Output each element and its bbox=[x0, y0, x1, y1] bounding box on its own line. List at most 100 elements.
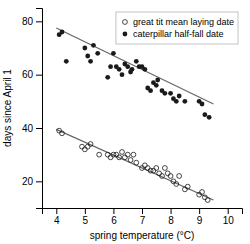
point bbox=[82, 147, 87, 152]
point bbox=[154, 83, 159, 88]
x-tick-mark bbox=[171, 208, 172, 214]
x-tick-label: 8 bbox=[168, 215, 174, 226]
point bbox=[105, 152, 110, 157]
point bbox=[131, 152, 136, 157]
trend-line bbox=[56, 129, 213, 200]
y-tick-mark bbox=[36, 75, 42, 76]
point bbox=[154, 166, 159, 171]
point bbox=[125, 64, 130, 69]
x-tick-label: 6 bbox=[111, 215, 117, 226]
point bbox=[157, 171, 162, 176]
point bbox=[185, 184, 190, 189]
x-tick: 7 bbox=[140, 208, 146, 226]
point bbox=[168, 91, 173, 96]
y-axis: 20 40 60 80 bbox=[22, 9, 43, 209]
point bbox=[197, 192, 202, 197]
x-tick: 9 bbox=[197, 208, 203, 226]
y-tick: 80 bbox=[22, 16, 42, 27]
point bbox=[60, 131, 65, 136]
point bbox=[108, 64, 113, 69]
point bbox=[117, 67, 122, 72]
x-tick-mark bbox=[142, 208, 143, 214]
point bbox=[122, 155, 127, 160]
x-tick-mark bbox=[56, 208, 57, 214]
point bbox=[82, 46, 87, 51]
point bbox=[95, 51, 100, 56]
point bbox=[200, 190, 205, 195]
point bbox=[148, 88, 153, 93]
point bbox=[182, 99, 187, 104]
point bbox=[207, 115, 212, 120]
point bbox=[177, 94, 182, 99]
x-tick-label: 5 bbox=[83, 215, 89, 226]
point bbox=[114, 152, 119, 157]
point bbox=[140, 166, 145, 171]
point bbox=[108, 155, 113, 160]
point bbox=[85, 54, 90, 59]
point bbox=[88, 142, 93, 147]
legend-swatch bbox=[123, 20, 128, 25]
y-tick-mark bbox=[36, 21, 42, 22]
y-tick: 20 bbox=[22, 176, 42, 187]
legend: great tit mean laying date caterpillar ha… bbox=[116, 12, 238, 44]
chart: 4567891020406080spring temperature (°C)d… bbox=[0, 0, 250, 244]
point bbox=[97, 152, 102, 157]
y-tick-label: 40 bbox=[22, 123, 34, 134]
point bbox=[171, 179, 176, 184]
point bbox=[117, 155, 122, 160]
y-axis-line bbox=[36, 9, 43, 209]
x-tick: 4 bbox=[54, 208, 60, 226]
point bbox=[162, 166, 167, 171]
point bbox=[145, 166, 150, 171]
point bbox=[168, 174, 173, 179]
y-axis-title: days since April 1 bbox=[2, 69, 13, 147]
point bbox=[182, 187, 187, 192]
point bbox=[205, 198, 210, 203]
point bbox=[85, 144, 90, 149]
x-tick-mark bbox=[199, 208, 200, 214]
point bbox=[120, 72, 125, 77]
point bbox=[155, 78, 160, 83]
y-tick: 40 bbox=[22, 123, 42, 134]
point bbox=[130, 67, 135, 72]
legend-frame bbox=[116, 12, 238, 44]
point bbox=[88, 59, 93, 64]
legend-label: great tit mean laying date bbox=[133, 17, 234, 27]
x-tick: 6 bbox=[111, 208, 117, 226]
point bbox=[128, 158, 133, 163]
point bbox=[91, 43, 96, 48]
point bbox=[134, 59, 139, 64]
point bbox=[105, 75, 110, 80]
point bbox=[57, 128, 62, 133]
y-tick-mark bbox=[36, 181, 42, 182]
point bbox=[162, 91, 167, 96]
x-tick-label: 10 bbox=[223, 215, 235, 226]
plot: 4567891020406080spring temperature (°C)d… bbox=[2, 9, 243, 242]
y-tick: 60 bbox=[22, 69, 42, 80]
marks bbox=[56, 28, 213, 202]
point bbox=[202, 112, 207, 117]
point bbox=[177, 174, 182, 179]
point bbox=[174, 99, 179, 104]
x-tick: 8 bbox=[168, 208, 174, 226]
y-tick-label: 80 bbox=[22, 16, 34, 27]
point bbox=[160, 174, 165, 179]
y-tick-label: 20 bbox=[22, 176, 34, 187]
point bbox=[134, 160, 139, 165]
legend-label: caterpillar half-fall date bbox=[133, 29, 224, 39]
point bbox=[151, 168, 156, 173]
point bbox=[120, 150, 125, 155]
point bbox=[80, 144, 85, 149]
point bbox=[111, 51, 116, 56]
point bbox=[60, 30, 65, 35]
point bbox=[142, 67, 147, 72]
x-tick: 5 bbox=[83, 208, 89, 226]
y-tick-label: 60 bbox=[22, 69, 34, 80]
point bbox=[202, 195, 207, 200]
point bbox=[64, 59, 69, 64]
point bbox=[125, 152, 130, 157]
x-tick-mark bbox=[228, 208, 229, 214]
x-tick: 10 bbox=[223, 208, 235, 226]
x-tick-label: 4 bbox=[54, 215, 60, 226]
legend-swatch bbox=[123, 32, 128, 37]
